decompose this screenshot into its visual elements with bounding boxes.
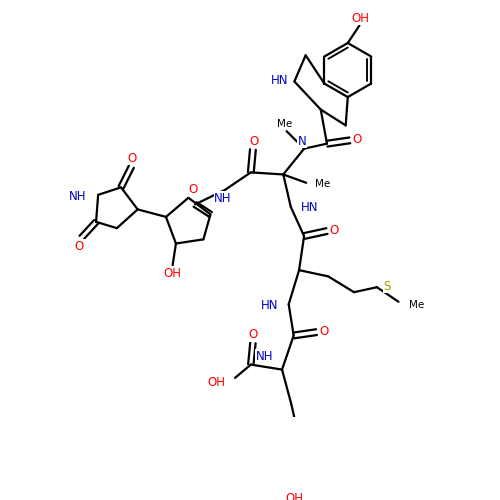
Text: OH: OH [208,376,226,388]
Text: O: O [189,183,198,196]
Text: OH: OH [286,492,304,500]
Text: HN: HN [301,201,318,214]
Text: N: N [298,134,306,147]
Text: O: O [128,152,137,164]
Text: HN: HN [270,74,288,87]
Text: O: O [248,328,258,341]
Text: OH: OH [351,12,369,24]
Text: O: O [249,134,258,147]
Text: O: O [320,325,328,338]
Text: HN: HN [261,298,278,312]
Text: NH: NH [256,350,273,363]
Text: Me: Me [409,300,424,310]
Text: O: O [352,133,362,146]
Text: S: S [384,280,391,293]
Text: Me: Me [277,118,292,128]
Text: O: O [75,240,84,252]
Text: NH: NH [214,192,232,204]
Text: Me: Me [316,178,330,188]
Text: OH: OH [164,267,182,280]
Text: NH: NH [69,190,86,203]
Text: O: O [330,224,339,236]
